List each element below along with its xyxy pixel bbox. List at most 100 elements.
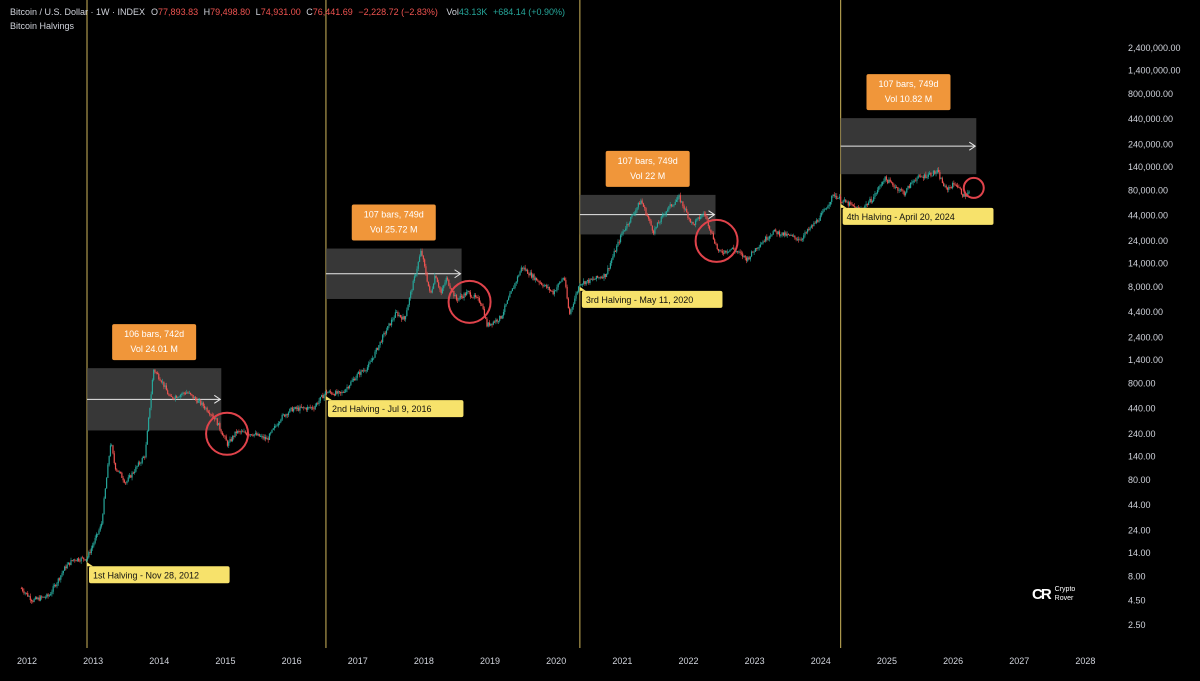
candle-body [868,202,870,205]
candle-body [202,402,204,407]
candle-body [622,231,624,234]
candle-body [23,590,25,594]
candle-body [843,199,846,201]
candle-body [909,182,912,188]
candle-body [272,428,274,430]
candle-body [439,286,441,290]
candle-body [388,323,390,327]
candle-body [332,394,334,395]
candle-body [408,297,410,305]
candle-body [79,560,81,562]
halving-label-pointer [325,396,332,401]
y-tick-label: 24.00 [1128,525,1151,535]
candle-body [590,278,592,280]
candle-body [249,434,251,436]
candle-body [584,281,586,285]
candle-body [913,180,916,182]
candle-body [480,302,482,304]
range-arrow-head [969,141,977,151]
candle-body [894,187,896,188]
candle-body [41,596,43,598]
candle-body [200,400,202,405]
candle-body [761,243,763,245]
candle-body [823,209,825,212]
ohlc-low: L74,931.00 [256,7,301,17]
candle-body [216,418,218,426]
candle-body [820,213,823,216]
candle-body [43,596,45,598]
candle-body [487,322,489,327]
x-tick-label: 2015 [215,656,235,666]
candle-body [321,395,323,397]
x-tick-label: 2024 [811,656,831,666]
candle-body [562,278,564,280]
candle-body [831,196,833,202]
candle-body [647,216,650,219]
candle-body [334,391,337,396]
candle-body [322,395,324,399]
candle-body [780,235,782,236]
candle-body [177,397,179,398]
candle-body [642,203,645,207]
candle-body [290,407,292,409]
candle-body [730,248,732,250]
candle-body [452,290,454,292]
y-tick-label: 800.00 [1128,378,1156,388]
candle-body [368,363,370,368]
candle-body [370,360,372,362]
candle-body [898,190,900,192]
candle-body [757,247,759,249]
candle-body [705,214,707,217]
candle-body [958,187,960,189]
candle-body [641,200,643,204]
candle-body [719,250,721,252]
candle-body [32,601,34,602]
candle-body [74,559,76,561]
candle-body [790,235,792,236]
candle-body [616,245,618,252]
candle-body [736,251,739,253]
candle-body [763,241,765,243]
candle-body [70,560,72,565]
candle-body [375,348,377,352]
y-tick-label: 240,000.00 [1128,139,1173,149]
candle-body [98,530,100,534]
candle-body [318,400,320,404]
candle-body [558,282,561,284]
candle-body [61,573,63,576]
candle-body [252,435,254,437]
candle-body [486,318,488,327]
candle-body [497,320,500,322]
candle-body [192,395,194,399]
candle-body [955,185,957,187]
candle-body [464,293,466,296]
candle-body [945,185,947,188]
candle-body [182,392,184,395]
candle-body [655,226,657,229]
candle-body [399,315,402,317]
candle-body [962,194,964,197]
candle-body [172,396,174,399]
candle-body [502,312,505,316]
candle-body [329,391,332,393]
candle-body [870,198,872,203]
cycle-label-box [112,324,197,361]
candle-body [420,250,422,257]
candle-body [968,191,970,193]
candle-body [672,205,674,207]
candle-body [943,183,945,187]
candle-body [127,477,129,482]
candle-body [717,248,720,251]
candle-body [715,243,717,245]
y-tick-label: 24,000.00 [1128,236,1168,246]
candle-body [837,198,839,199]
high-label: H [203,7,211,17]
candle-body [66,564,68,569]
candle-body [305,407,307,410]
candle-body [505,303,507,306]
candle-body [95,534,98,539]
candle-body [712,233,715,240]
candle-body [303,407,305,409]
candle-body [614,251,617,252]
